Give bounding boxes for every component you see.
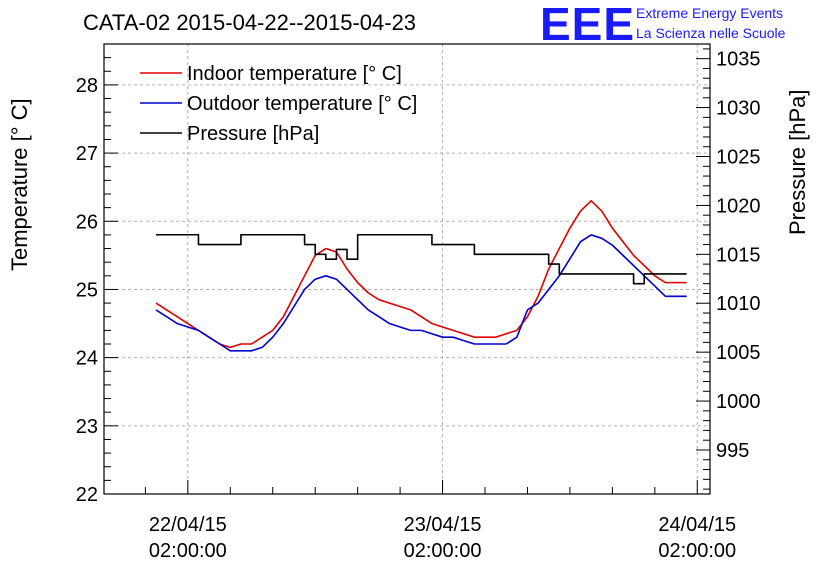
- x-tick-label-time: 02:00:00: [658, 540, 736, 562]
- series-line-3: [156, 233, 687, 285]
- y-tick-label: 28: [76, 75, 98, 97]
- y2-tick-label: 1005: [716, 342, 761, 364]
- y-tick-label: 25: [76, 279, 98, 301]
- legend: Indoor temperature [° C] Outdoor temperat…: [140, 63, 417, 145]
- y-tick-label: 26: [76, 211, 98, 233]
- y2-tick-label: 1000: [716, 391, 761, 413]
- x-tick-label-time: 02:00:00: [149, 540, 227, 562]
- y-axis-label: Temperature [° C]: [7, 98, 32, 271]
- y2-tick-label: 1025: [716, 147, 761, 169]
- y-tick-label: 24: [76, 348, 98, 370]
- x-tick-label-date: 23/04/15: [404, 514, 482, 536]
- axes: 22 23 24 25 26 27 28 995 1000 1005 1010 1015 1020 102…: [76, 43, 761, 562]
- y-tick-label: 22: [76, 484, 98, 506]
- x-tick-label-time: 02:00:00: [404, 540, 482, 562]
- series-line-2: [155, 234, 687, 352]
- y2-tick-label: 1010: [716, 293, 761, 315]
- y-tick-label: 23: [76, 416, 98, 438]
- logo-line1: Extreme Energy Events: [636, 5, 783, 21]
- x-tick-label-date: 24/04/15: [658, 514, 736, 536]
- y2-tick-label: 1020: [716, 195, 761, 217]
- logo-mark: EEE: [540, 0, 635, 50]
- y-tick-label: 27: [76, 143, 98, 165]
- eee-logo: EEE Extreme Energy Events La Scienza nel…: [540, 0, 786, 50]
- legend-label-1: Indoor temperature [° C]: [187, 63, 402, 85]
- x-tick-label-date: 22/04/15: [149, 514, 227, 536]
- y2-tick-label: 1030: [716, 98, 761, 120]
- y2-axis-label: Pressure [hPa]: [785, 89, 810, 235]
- y2-tick-label: 995: [716, 440, 749, 462]
- logo-line2: La Scienza nelle Scuole: [636, 25, 786, 41]
- legend-label-3: Pressure [hPa]: [187, 123, 319, 145]
- y2-tick-label: 1015: [716, 244, 761, 266]
- chart-title: CATA-02 2015-04-22--2015-04-23: [83, 10, 416, 35]
- legend-label-2: Outdoor temperature [° C]: [187, 93, 417, 115]
- y2-tick-label: 1035: [716, 49, 761, 71]
- series: [155, 200, 687, 352]
- series-line-1: [155, 200, 687, 349]
- plot-frame: [103, 43, 711, 495]
